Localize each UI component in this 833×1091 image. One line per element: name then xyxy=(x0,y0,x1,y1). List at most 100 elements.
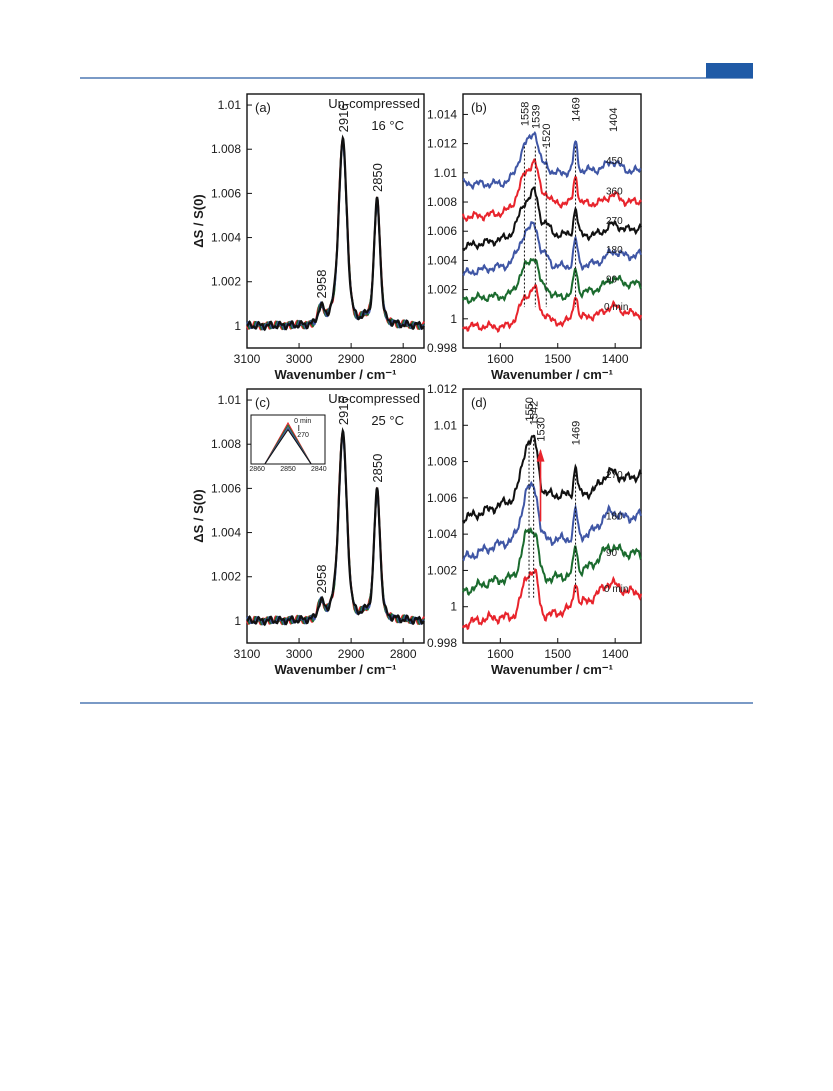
y-tick-label: 1.01 xyxy=(218,98,242,112)
spectrum-line xyxy=(462,186,642,252)
y-tick-label: 1.004 xyxy=(211,526,241,540)
peak-label: 1542 xyxy=(529,401,541,425)
x-tick-label: 1500 xyxy=(544,647,571,661)
y-tick-label: 1 xyxy=(234,319,241,333)
series-label: 180 xyxy=(606,245,623,256)
x-tick-label: 2800 xyxy=(390,352,417,366)
peak-label: 1469 xyxy=(571,421,583,445)
x-tick-label: 3100 xyxy=(234,647,261,661)
series-label: 270 xyxy=(606,216,623,227)
spectrum-line xyxy=(462,480,642,562)
series-label: 90 xyxy=(606,274,618,285)
x-tick-label: 1400 xyxy=(602,647,629,661)
x-axis-title: Wavenumber / cm⁻¹ xyxy=(275,367,397,382)
peak-label: 2958 xyxy=(314,565,329,594)
y-tick-label: 1.014 xyxy=(427,107,457,121)
y-tick-label: 0.998 xyxy=(427,636,457,650)
x-axis-title: Wavenumber / cm⁻¹ xyxy=(491,662,613,677)
x-tick-label: 3100 xyxy=(234,352,261,366)
y-tick-label: 1.006 xyxy=(211,481,241,495)
y-tick-label: 1.004 xyxy=(427,527,457,541)
y-tick-label: 1.002 xyxy=(211,570,241,584)
condition-label: Un-compressed xyxy=(328,96,420,111)
series-label: 180 xyxy=(606,512,623,523)
x-axis-title: Wavenumber / cm⁻¹ xyxy=(275,662,397,677)
x-tick-label: 3000 xyxy=(286,647,313,661)
spectrum-line xyxy=(246,141,425,331)
y-tick-label: 1 xyxy=(234,614,241,628)
panel-label: (c) xyxy=(255,395,270,410)
inset-label-start: 0 min xyxy=(294,418,311,425)
x-tick-label: 1400 xyxy=(602,352,629,366)
peak-label: 1558 xyxy=(519,102,531,126)
x-tick-label: 1600 xyxy=(487,647,514,661)
x-tick-label: 2900 xyxy=(338,352,365,366)
spectrum-line xyxy=(246,134,425,332)
y-tick-label: 1.012 xyxy=(427,382,457,396)
peak-label: 1530 xyxy=(536,417,548,441)
y-tick-label: 1.012 xyxy=(427,137,457,151)
y-axis-title: ΔS / S(0) xyxy=(191,194,206,247)
y-tick-label: 1.006 xyxy=(427,491,457,505)
peak-label: 1520 xyxy=(541,124,553,148)
peak-label: 1550 xyxy=(524,397,536,421)
y-tick-label: 1.004 xyxy=(211,231,241,245)
y-tick-label: 1.004 xyxy=(427,253,457,267)
peak-label: 2916 xyxy=(336,103,351,132)
x-axis-title: Wavenumber / cm⁻¹ xyxy=(491,367,613,382)
spectrum-line xyxy=(246,435,425,626)
spectrum-line xyxy=(462,158,642,223)
condition-label: Un-compressed xyxy=(328,391,420,406)
temperature-label: 25 °C xyxy=(371,413,404,428)
series-label: 450 xyxy=(606,156,623,167)
spectrum-line xyxy=(462,130,642,191)
peak-arrow-head xyxy=(536,448,545,462)
y-tick-label: 1.002 xyxy=(211,275,241,289)
x-tick-label: 2900 xyxy=(338,647,365,661)
y-tick-label: 0.998 xyxy=(427,341,457,355)
y-tick-label: 1.01 xyxy=(434,418,458,432)
panel-c: 3100 3000 2900 2800 1 1.002 1.004 1.006 1.008 1.0… xyxy=(191,388,425,677)
inset-label-end: 270 xyxy=(297,432,309,439)
x-tick-label: 3000 xyxy=(286,352,313,366)
panel-d: 1600 1500 1400 0.998 1 1.002 1.004 1.006 1.008 1.… xyxy=(427,382,642,677)
y-tick-label: 1.01 xyxy=(218,393,242,407)
y-tick-label: 1.002 xyxy=(427,563,457,577)
panel-a: 3100 3000 2900 2800 1 1.002 1.004 1.006 1.008 1.0… xyxy=(191,93,425,382)
spectrum-line xyxy=(462,284,642,334)
inset-peak-line xyxy=(264,428,312,465)
panel-label: (a) xyxy=(255,100,271,115)
y-axis-title: ΔS / S(0) xyxy=(191,489,206,542)
panel-label: (d) xyxy=(471,395,487,410)
y-tick-label: 1.006 xyxy=(211,186,241,200)
y-tick-label: 1.008 xyxy=(211,437,241,451)
peak-label: 2850 xyxy=(370,163,385,192)
peak-label: 1539 xyxy=(530,105,542,129)
y-tick-label: 1.008 xyxy=(211,142,241,156)
temperature-label: 16 °C xyxy=(371,118,404,133)
inset-x-tick: 2850 xyxy=(280,466,296,473)
y-tick-label: 1 xyxy=(450,600,457,614)
inset-panel: 2860 2850 2840 0 min 270 xyxy=(249,414,327,473)
x-tick-label: 2800 xyxy=(390,647,417,661)
plot-frame xyxy=(462,388,642,644)
inset-x-tick: 2860 xyxy=(249,466,265,473)
spectrum-line xyxy=(462,434,642,524)
x-tick-label: 1600 xyxy=(487,352,514,366)
series-label: 270 xyxy=(606,470,623,481)
figure-panels: 1600 1500 1400 0.998 1 1.002 1.004 1.006 1.008 1.… xyxy=(191,93,642,677)
spectrum-line xyxy=(462,257,642,305)
plot-frame xyxy=(246,388,425,644)
spectrum-line xyxy=(246,136,425,331)
y-tick-label: 1.008 xyxy=(427,455,457,469)
series-label: 0 min xyxy=(604,302,628,313)
peak-label: 1469 xyxy=(571,97,583,121)
plot-frame xyxy=(246,93,425,349)
peak-label: 2850 xyxy=(370,454,385,483)
y-tick-label: 1.008 xyxy=(427,195,457,209)
spectrum-line xyxy=(462,526,642,597)
series-label: 0 min xyxy=(604,584,628,595)
inset-x-tick: 2840 xyxy=(311,466,327,473)
panel-b: 1600 1500 1400 0.998 1 1.002 1.004 1.006 1.008 1.… xyxy=(427,93,642,382)
series-label: 360 xyxy=(606,187,623,198)
